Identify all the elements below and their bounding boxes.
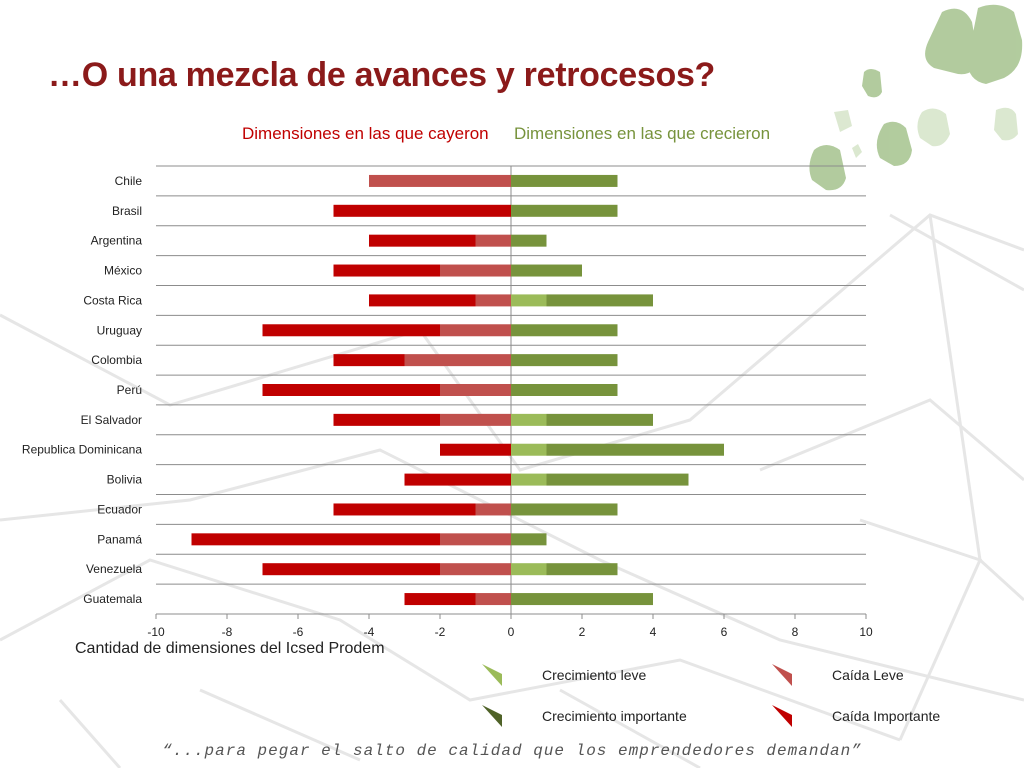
bar-segment	[511, 563, 547, 576]
footer-quote: “...para pegar el salto de calidad que l…	[162, 742, 862, 760]
bar-segment	[333, 204, 511, 217]
legend-caida-leve: Caída Leve	[772, 664, 904, 686]
legend-crecimiento-importante: Crecimiento importante	[482, 705, 687, 727]
legend-swatch-crecimiento-leve	[482, 664, 502, 686]
x-tick-label: -2	[435, 625, 446, 639]
bar-segment	[440, 384, 511, 396]
header-grew: Dimensiones en las que crecieron	[514, 124, 771, 143]
category-label: Bolivia	[107, 473, 143, 487]
x-tick-label: 10	[859, 625, 873, 639]
bar-segment	[511, 533, 547, 546]
bar-segment	[333, 264, 440, 277]
bar-segment	[511, 294, 547, 307]
category-label: Chile	[115, 174, 143, 188]
x-tick-label: 4	[650, 625, 657, 639]
x-tick-label: -4	[364, 625, 375, 639]
x-tick-label: -6	[293, 625, 304, 639]
bar-segment	[369, 234, 476, 247]
category-label: Guatemala	[83, 592, 142, 606]
bar-segment	[262, 384, 440, 396]
page-title: …O una mezcla de avances y retrocesos?	[48, 56, 716, 94]
category-label: Venezuela	[86, 562, 142, 576]
x-axis-label: Cantidad de dimensiones del Icsed Prodem	[75, 640, 385, 657]
category-label: Panamá	[97, 532, 142, 546]
bar-segment	[191, 533, 440, 546]
bar-segment	[511, 443, 547, 456]
bar-segment	[511, 264, 582, 277]
category-label: Brasil	[112, 204, 142, 218]
bar-segment	[262, 324, 440, 337]
bar-segment	[511, 354, 618, 367]
x-tick-label: -10	[147, 625, 165, 639]
bar-segment	[511, 413, 547, 426]
category-label: México	[104, 264, 142, 278]
category-label: Republica Dominicana	[22, 443, 142, 457]
legend-swatch-crecimiento-importante	[482, 705, 502, 727]
bar-segment	[369, 294, 476, 307]
bar-segment	[475, 294, 511, 307]
category-label: Uruguay	[97, 323, 142, 337]
bar-segment	[511, 174, 618, 187]
bar-segment	[440, 563, 511, 576]
x-tick-label: 8	[792, 625, 799, 639]
legend-label-crecimiento-leve: Crecimiento leve	[542, 667, 647, 683]
bar-segment	[475, 593, 511, 606]
bar-segment	[546, 294, 653, 307]
bar-segment	[262, 563, 440, 576]
bar-segment	[404, 473, 511, 486]
bar-segment	[511, 234, 547, 247]
legend-swatch-caida-importante	[772, 705, 792, 727]
bar-segment	[404, 354, 511, 367]
bar-segment	[546, 443, 724, 456]
bar-segment	[546, 473, 689, 486]
bar-segment	[511, 384, 618, 396]
bar-segment	[511, 593, 653, 606]
legend-label-caida-importante: Caída Importante	[832, 708, 941, 724]
category-label: Perú	[117, 383, 142, 397]
legend-swatch-caida-leve	[772, 664, 792, 686]
bar-segment	[333, 413, 440, 426]
bar-segment	[440, 324, 511, 337]
bar-segment	[440, 413, 511, 426]
legend-crecimiento-leve: Crecimiento leve	[482, 664, 646, 686]
bar-segment	[475, 503, 511, 516]
x-tick-label: -8	[222, 625, 233, 639]
bar-segment	[404, 593, 476, 606]
legend-caida-importante: Caída Importante	[772, 705, 940, 727]
bar-chart: -10 -8 -6 -4 -2 0 2 4 6 8 10 Chile Brasil Argentina Mé…	[22, 165, 873, 639]
bar-segment	[440, 533, 511, 546]
bar-segment	[511, 503, 618, 516]
category-label: Argentina	[91, 234, 143, 248]
header-fell: Dimensiones en las que cayeron	[242, 124, 489, 143]
bar-segment	[333, 354, 405, 367]
category-label: Colombia	[91, 353, 142, 367]
category-label: El Salvador	[81, 413, 142, 427]
x-tick-label: 6	[721, 625, 728, 639]
category-label: Costa Rica	[83, 293, 142, 307]
bar-segment	[511, 324, 618, 337]
legend-label-crecimiento-importante: Crecimiento importante	[542, 708, 687, 724]
bar-segment	[511, 473, 547, 486]
bar-segment	[333, 503, 476, 516]
bar-segment	[369, 174, 511, 187]
legend-label-caida-leve: Caída Leve	[832, 667, 904, 683]
x-tick-label: 0	[508, 625, 515, 639]
bar-segment	[546, 563, 618, 576]
bar-segment	[546, 413, 653, 426]
bar-segment	[440, 264, 511, 277]
bar-segment	[475, 234, 511, 247]
category-label: Ecuador	[97, 502, 142, 516]
x-tick-label: 2	[579, 625, 586, 639]
bar-segment	[440, 443, 511, 456]
bar-segment	[511, 204, 618, 217]
